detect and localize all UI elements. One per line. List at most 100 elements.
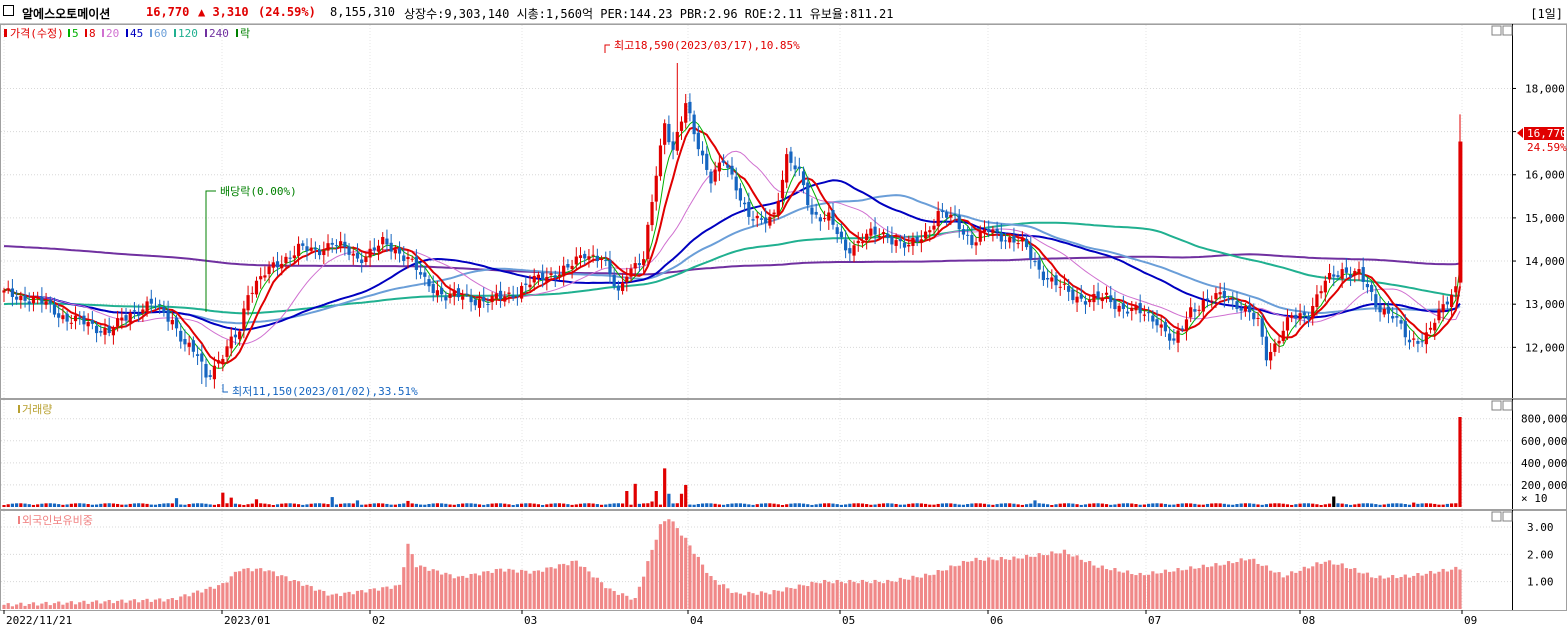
volume-bar <box>1218 503 1222 507</box>
foreign-bar <box>1370 577 1374 609</box>
candle-body <box>221 358 225 363</box>
price-change: ▲ 3,310 <box>198 5 249 19</box>
candle-body <box>923 231 928 239</box>
candle-body <box>974 242 978 246</box>
foreign-bar <box>183 594 187 609</box>
candle-body <box>587 256 591 260</box>
foreign-bar <box>1142 575 1146 609</box>
candle-body <box>869 228 873 236</box>
candle-body <box>894 240 898 246</box>
foreign-bar <box>684 537 688 609</box>
volume-bar <box>19 503 23 507</box>
candle-body <box>410 258 414 260</box>
volume-bar <box>1311 503 1315 507</box>
candle-body <box>183 338 187 345</box>
foreign-bar <box>1365 572 1370 609</box>
volume-bar <box>1197 504 1201 507</box>
volume-bar <box>250 503 254 507</box>
foreign-bar <box>389 588 393 609</box>
volume-bar <box>1298 503 1302 507</box>
volume-bar <box>233 503 238 507</box>
foreign-bar <box>844 583 848 609</box>
volume-panel-minimize-button[interactable] <box>1491 400 1502 411</box>
candle-body <box>389 242 393 252</box>
volume-panel-close-button[interactable] <box>1502 400 1513 411</box>
volume-bar <box>10 503 15 507</box>
foreign-bar <box>48 605 52 609</box>
foreign-bar <box>915 577 919 609</box>
foreign-bar <box>1113 568 1117 609</box>
volume-bar <box>1142 504 1146 507</box>
candle-body <box>856 240 860 244</box>
candle-body <box>1113 299 1117 310</box>
candle-body <box>696 132 700 150</box>
volume-bar <box>389 504 393 507</box>
foreign-bar <box>789 588 793 609</box>
foreign-bar <box>440 574 444 609</box>
candle-body <box>658 145 663 177</box>
foreign-bar <box>292 580 296 609</box>
volume-bar <box>381 503 385 507</box>
candle-body <box>604 259 608 261</box>
price-panel-minimize-button[interactable] <box>1491 25 1502 36</box>
volume-bar <box>1412 502 1416 507</box>
foreign-bar <box>911 575 915 609</box>
volume-bar <box>839 504 844 507</box>
candle-body <box>1332 274 1336 277</box>
volume-bar <box>27 504 31 507</box>
foreign-bar <box>1407 577 1412 609</box>
volume-bar <box>932 504 936 507</box>
period-selector[interactable]: [1일] <box>1530 7 1563 21</box>
volume-bar <box>1361 503 1365 507</box>
candle-body <box>503 296 507 302</box>
candle-body <box>19 295 23 301</box>
volume-bar <box>738 503 743 507</box>
volume-bar <box>1353 504 1357 507</box>
foreign-bar <box>991 559 995 609</box>
foreign-bar <box>166 599 170 609</box>
candle-body <box>1374 294 1378 308</box>
candle-body <box>911 237 915 246</box>
candle-body <box>1353 271 1357 276</box>
volume-bar <box>1201 504 1205 507</box>
foreign-bar <box>873 579 877 609</box>
foreign-bar <box>785 587 789 609</box>
foreign-bar <box>541 571 545 609</box>
volume-bar <box>330 497 334 507</box>
foreign-bar <box>1252 558 1256 609</box>
candle-body <box>402 255 406 262</box>
candle-body <box>1033 261 1037 263</box>
volume-bar <box>759 503 764 507</box>
volume-bar <box>174 498 179 507</box>
current-price-label: 16,770 <box>1527 127 1567 140</box>
volume-bar <box>637 503 642 507</box>
foreign-bar <box>1247 559 1252 609</box>
foreign-bar <box>406 543 410 609</box>
price-panel-close-button[interactable] <box>1502 25 1513 36</box>
foreign-panel-minimize-button[interactable] <box>1491 511 1502 522</box>
select-checkbox[interactable] <box>3 5 14 16</box>
foreign-panel-close-button[interactable] <box>1502 511 1513 522</box>
volume-bar <box>1020 504 1024 507</box>
foreign-bar <box>945 570 949 609</box>
volume-bar <box>461 503 465 507</box>
foreign-bar <box>27 604 31 609</box>
candle-body <box>31 297 36 304</box>
volume-bar <box>1024 504 1029 507</box>
candle-body <box>1003 240 1008 242</box>
candle-body <box>789 151 793 163</box>
volume-bar <box>73 503 78 507</box>
volume-bar <box>153 504 158 507</box>
foreign-bar <box>1416 573 1420 609</box>
candle-body <box>490 295 494 303</box>
volume-bar <box>355 500 360 507</box>
foreign-bar <box>671 521 675 609</box>
foreign-bar <box>490 572 494 609</box>
candle-body <box>902 242 907 248</box>
candle-body <box>637 263 642 266</box>
volume-bar <box>650 501 654 507</box>
candle-body <box>1205 298 1210 300</box>
foreign-bar <box>700 564 705 609</box>
volume-bar <box>713 503 717 507</box>
candle-body <box>1214 293 1218 300</box>
